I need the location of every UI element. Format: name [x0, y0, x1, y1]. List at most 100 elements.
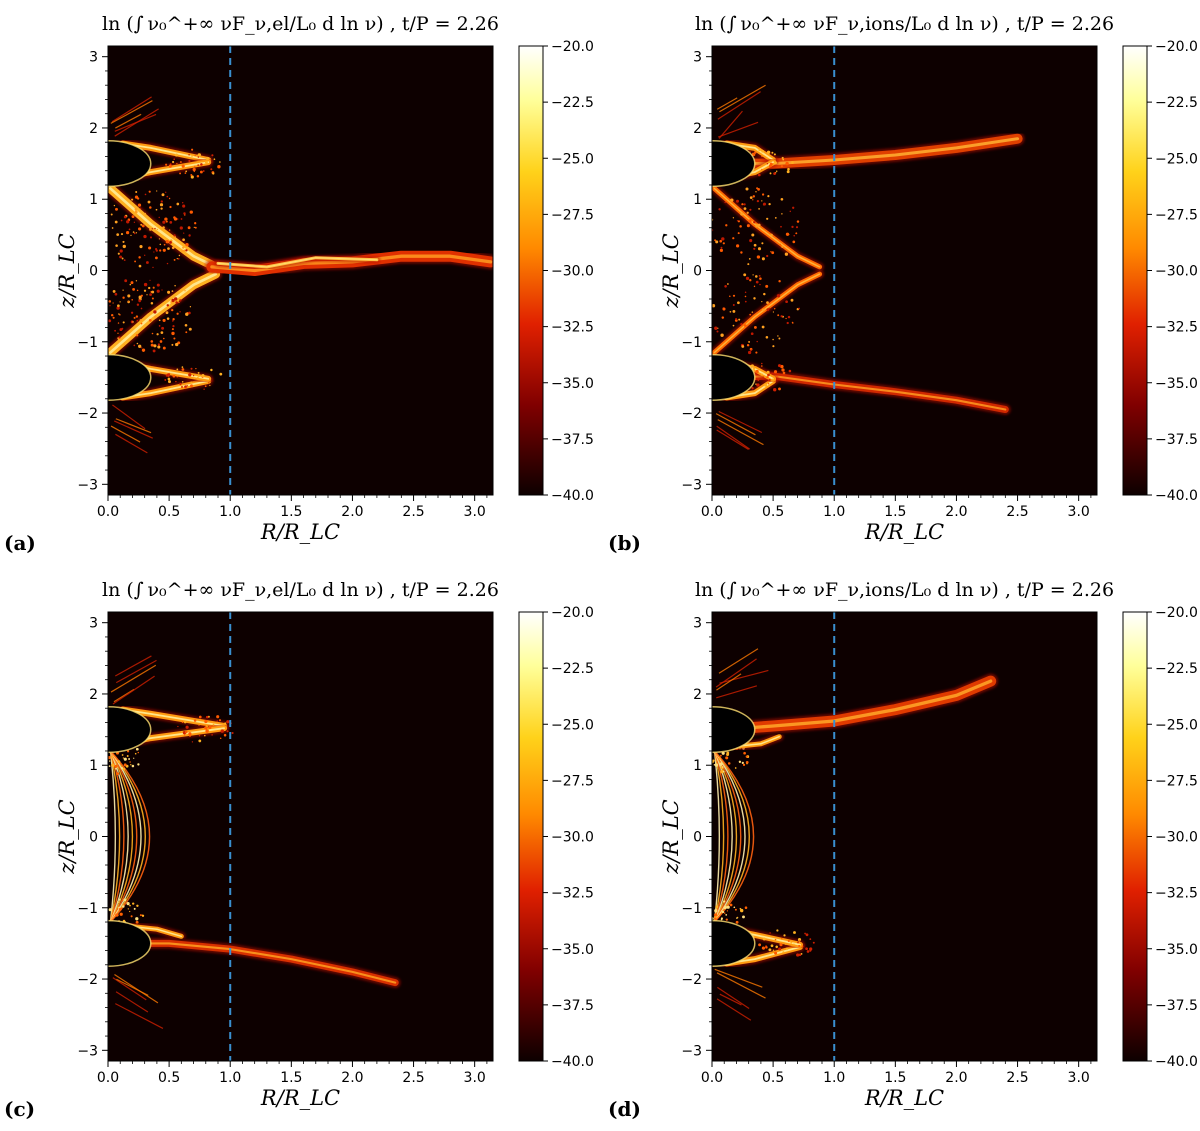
speckle	[791, 161, 794, 164]
speckle	[205, 715, 209, 719]
speckle	[746, 343, 750, 347]
speckle	[753, 151, 757, 154]
speckle	[211, 725, 214, 728]
panel-letter: (d)	[608, 1097, 641, 1121]
speckle	[785, 947, 789, 950]
x-tick-label: 2.0	[341, 1070, 363, 1086]
speckle	[114, 220, 118, 224]
wisp	[719, 993, 742, 1006]
speckle	[110, 313, 114, 317]
speckle	[179, 311, 181, 313]
speckle	[205, 156, 210, 161]
speckle	[148, 286, 151, 290]
speckle	[790, 298, 794, 302]
y-tick-label: 2	[89, 121, 98, 137]
speckle	[753, 297, 756, 300]
star-rim	[108, 353, 152, 401]
speckle	[749, 239, 753, 243]
speckle	[156, 228, 158, 231]
speckle	[128, 228, 131, 231]
speckle	[175, 342, 179, 347]
speckle	[158, 325, 161, 327]
speckle	[809, 947, 813, 951]
speckle	[119, 301, 121, 303]
speckle	[216, 720, 218, 722]
speckle	[179, 161, 182, 163]
y-axis-label: z/R_LC	[659, 799, 683, 874]
speckle	[740, 323, 743, 326]
speckle	[148, 246, 152, 250]
speckle	[138, 299, 142, 303]
speckle	[749, 313, 752, 316]
speckle	[756, 378, 758, 380]
speckle	[193, 226, 195, 229]
speckle	[723, 912, 726, 914]
speckle	[149, 228, 152, 231]
speckle	[158, 238, 161, 240]
speckle	[780, 364, 784, 369]
y-tick-label: −1	[681, 901, 702, 917]
speckle	[736, 916, 739, 919]
speckle	[786, 170, 790, 174]
speckle	[793, 234, 795, 237]
speckle	[169, 205, 172, 209]
speckle	[158, 319, 161, 322]
wisp	[112, 404, 146, 430]
speckle	[140, 223, 143, 226]
speckle	[182, 238, 185, 242]
star-rim	[712, 140, 756, 188]
speckle	[174, 297, 178, 301]
speckle	[159, 340, 163, 343]
speckle	[129, 904, 131, 907]
wisp	[716, 97, 738, 110]
speckle	[145, 261, 149, 264]
speckle	[732, 309, 736, 313]
wisp	[715, 658, 757, 688]
star-rim	[108, 140, 152, 188]
speckle	[198, 734, 201, 737]
speckle	[122, 296, 125, 299]
wisp	[115, 1003, 164, 1029]
upper-polar-wisps	[110, 655, 157, 705]
speckle	[153, 310, 157, 314]
speckle	[178, 254, 181, 257]
speckle	[171, 246, 175, 250]
speckle	[190, 174, 193, 176]
speckle	[749, 279, 752, 282]
speckle	[123, 898, 127, 902]
speckle	[747, 263, 750, 266]
y-axis-label: z/R_LC	[55, 233, 79, 308]
upper-cap-arc-speckle	[165, 148, 221, 179]
lower-polar-wisps	[110, 404, 153, 454]
speckle	[716, 330, 719, 333]
panel-b: 0.0 0.5 1.0 1.5 2.0 2.5 3.0 3 2 1 0 −1 −2 −3 R/R_LC z/R…	[604, 0, 1200, 565]
speckle	[139, 207, 142, 210]
speckle	[159, 249, 162, 252]
speckle	[752, 195, 756, 198]
speckle	[114, 292, 118, 296]
speckle	[772, 949, 775, 952]
speckle	[196, 174, 200, 178]
colorbar-tick-label: −20.0	[1155, 39, 1198, 55]
speckle	[151, 228, 153, 230]
speckle	[167, 247, 170, 250]
speckle	[219, 161, 221, 163]
heatmap-emission	[712, 648, 999, 1021]
speckle	[165, 220, 168, 223]
speckle	[181, 366, 184, 368]
speckle	[116, 901, 119, 903]
speckle	[116, 306, 120, 310]
separatrix-lower-core	[713, 273, 821, 354]
speckle	[130, 764, 132, 766]
x-tick-label: 2.0	[945, 1070, 967, 1086]
speckle	[133, 344, 136, 347]
colorbar	[1122, 611, 1148, 1062]
speckle	[777, 364, 782, 368]
colorbar-tick-label: −27.5	[551, 207, 594, 223]
speckle	[148, 318, 152, 322]
y-tick-label: 3	[693, 50, 702, 66]
speckle	[133, 221, 136, 223]
lower-star-disc	[108, 354, 151, 401]
speckle	[798, 307, 801, 310]
